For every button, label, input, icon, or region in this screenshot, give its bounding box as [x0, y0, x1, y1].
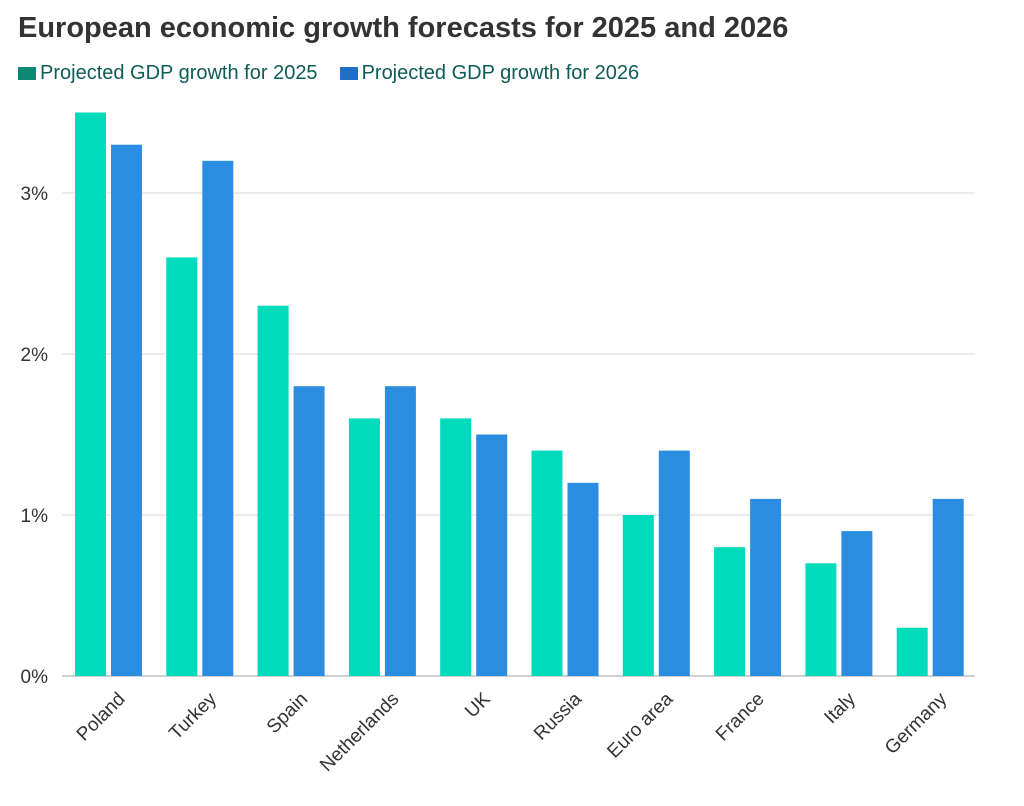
bar-2025	[257, 305, 289, 676]
legend-swatch-2026	[339, 67, 358, 80]
y-tick-label: 0%	[21, 667, 49, 688]
x-tick-label: France	[712, 689, 769, 746]
x-tick-label: Germany	[881, 688, 951, 758]
bar-2026	[750, 498, 782, 676]
bar-2025	[440, 418, 472, 676]
x-tick-label: Turkey	[165, 688, 221, 744]
bar-2026	[476, 434, 508, 676]
bar-2026	[293, 386, 325, 676]
y-tick-label: 1%	[21, 506, 49, 527]
x-tick-label: Spain	[263, 689, 312, 738]
bar-2025	[166, 257, 198, 676]
bar-2025	[531, 450, 563, 676]
y-tick-label: 2%	[21, 345, 49, 366]
y-tick-label: 3%	[21, 184, 49, 205]
bar-2026	[841, 531, 873, 676]
bar-2025	[896, 627, 928, 676]
bar-2025	[714, 547, 746, 676]
chart-legend: Projected GDP growth for 2025 Projected …	[18, 62, 639, 85]
bar-2025	[805, 563, 837, 676]
bar-2026	[932, 498, 964, 676]
x-tick-label: Netherlands	[316, 689, 403, 776]
legend-label-2026: Projected GDP growth for 2026	[361, 62, 640, 84]
bar-2025	[348, 418, 380, 676]
bar-2026	[384, 386, 416, 676]
legend-item-2026[interactable]: Projected GDP growth for 2026	[339, 62, 640, 85]
x-tick-label: Italy	[820, 688, 860, 728]
bar-2025	[75, 112, 106, 676]
x-tick-label: Russia	[530, 688, 586, 744]
bar-2025	[622, 515, 654, 676]
legend-swatch-2025	[18, 67, 36, 80]
bar-2026	[567, 482, 599, 676]
x-tick-label: Poland	[73, 689, 130, 746]
bar-2026	[658, 450, 690, 676]
x-tick-label: UK	[461, 688, 495, 722]
x-tick-label: Euro area	[603, 688, 677, 762]
bar-2026	[202, 160, 234, 677]
chart-title: European economic growth forecasts for 2…	[18, 12, 789, 44]
bar-2026	[111, 144, 142, 676]
legend-label-2025: Projected GDP growth for 2025	[40, 62, 318, 84]
legend-item-2025[interactable]: Projected GDP growth for 2025	[18, 62, 318, 85]
